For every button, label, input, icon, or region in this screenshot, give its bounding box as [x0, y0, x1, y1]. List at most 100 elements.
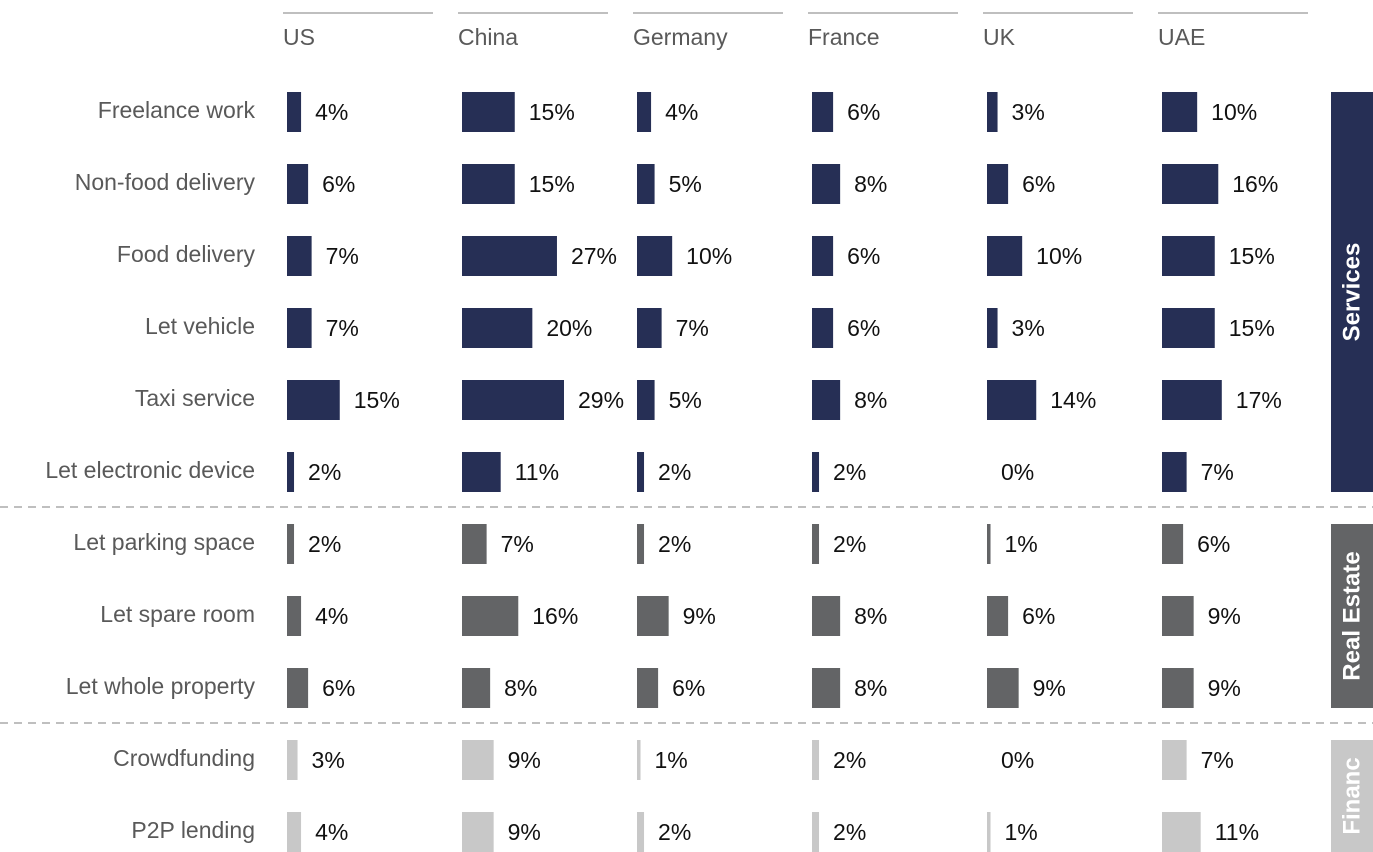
bar: [1162, 596, 1194, 636]
bar: [812, 164, 841, 204]
value-label: 4%: [665, 99, 698, 125]
row-label: Crowdfunding: [113, 745, 255, 771]
column-header: France: [808, 24, 880, 50]
value-label: 15%: [529, 171, 575, 197]
value-label: 4%: [315, 99, 348, 125]
bar: [812, 596, 841, 636]
column-header: UK: [983, 24, 1016, 50]
bar: [987, 812, 991, 852]
row-label: P2P lending: [131, 817, 255, 843]
bar: [462, 236, 557, 276]
value-label: 2%: [658, 531, 691, 557]
bar: [987, 524, 991, 564]
value-label: 6%: [322, 675, 355, 701]
value-label: 9%: [1033, 675, 1066, 701]
row-label: Let whole property: [66, 673, 256, 699]
value-label: 20%: [546, 315, 592, 341]
value-label: 0%: [1001, 747, 1034, 773]
value-label: 3%: [1012, 315, 1045, 341]
bar: [1162, 740, 1187, 780]
column-header: US: [283, 24, 315, 50]
group-box: [1331, 92, 1373, 492]
value-label: 6%: [847, 315, 880, 341]
bar: [987, 380, 1037, 420]
value-label: 9%: [1208, 675, 1241, 701]
bar: [637, 596, 669, 636]
value-label: 8%: [854, 171, 887, 197]
bar: [287, 380, 340, 420]
value-label: 2%: [658, 819, 691, 845]
value-label: 5%: [669, 387, 702, 413]
value-label: 9%: [683, 603, 716, 629]
bar: [637, 308, 662, 348]
value-label: 7%: [676, 315, 709, 341]
value-label: 2%: [308, 531, 341, 557]
bar: [812, 740, 820, 780]
bar: [987, 668, 1019, 708]
column-header: UAE: [1158, 24, 1205, 50]
value-label: 6%: [1022, 171, 1055, 197]
bar: [287, 740, 298, 780]
bar: [287, 668, 309, 708]
bar: [462, 812, 494, 852]
bar: [1162, 452, 1187, 492]
value-label: 8%: [854, 387, 887, 413]
value-label: 6%: [847, 243, 880, 269]
value-label: 1%: [655, 747, 688, 773]
value-label: 1%: [1005, 819, 1038, 845]
bar: [462, 308, 533, 348]
bar: [812, 524, 820, 564]
group-box: [1331, 740, 1373, 852]
value-label: 9%: [1208, 603, 1241, 629]
value-label: 7%: [326, 243, 359, 269]
column-header: China: [458, 24, 518, 50]
value-label: 29%: [578, 387, 624, 413]
value-label: 9%: [508, 819, 541, 845]
value-label: 0%: [1001, 459, 1034, 485]
bar: [1162, 92, 1198, 132]
value-label: 5%: [669, 171, 702, 197]
bar: [1162, 236, 1215, 276]
value-label: 9%: [508, 747, 541, 773]
value-label: 6%: [322, 171, 355, 197]
value-label: 4%: [315, 819, 348, 845]
row-label: Let vehicle: [145, 313, 255, 339]
bar: [637, 92, 652, 132]
value-label: 14%: [1050, 387, 1096, 413]
row-label: Let parking space: [73, 529, 255, 555]
bar: [987, 164, 1009, 204]
row-label: Taxi service: [135, 385, 255, 411]
group-label: Financ: [1338, 757, 1365, 834]
bar: [637, 668, 659, 708]
bar: [287, 524, 295, 564]
value-label: 15%: [354, 387, 400, 413]
bar: [987, 308, 998, 348]
row-label: Freelance work: [98, 97, 256, 123]
value-label: 7%: [501, 531, 534, 557]
bar: [1162, 308, 1215, 348]
value-label: 10%: [686, 243, 732, 269]
value-label: 2%: [833, 747, 866, 773]
value-label: 15%: [529, 99, 575, 125]
value-label: 10%: [1211, 99, 1257, 125]
value-label: 10%: [1036, 243, 1082, 269]
row-label: Food delivery: [117, 241, 256, 267]
bar: [462, 596, 519, 636]
value-label: 27%: [571, 243, 617, 269]
row-label: Let spare room: [100, 601, 255, 627]
value-label: 8%: [854, 603, 887, 629]
value-label: 2%: [833, 819, 866, 845]
bar: [637, 740, 641, 780]
value-label: 4%: [315, 603, 348, 629]
value-label: 7%: [1201, 747, 1234, 773]
value-label: 16%: [1232, 171, 1278, 197]
bar: [812, 92, 834, 132]
bar: [987, 596, 1009, 636]
bar: [1162, 380, 1222, 420]
value-label: 6%: [672, 675, 705, 701]
bar: [462, 524, 487, 564]
value-label: 2%: [833, 459, 866, 485]
bar: [462, 164, 515, 204]
bar: [462, 452, 501, 492]
